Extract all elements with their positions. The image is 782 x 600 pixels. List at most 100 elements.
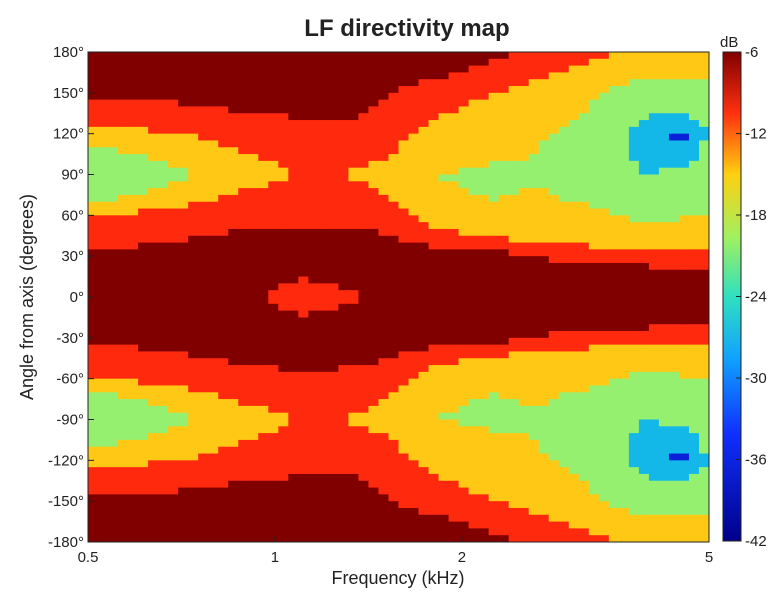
heatmap-cell-3767 [558,460,570,468]
heatmap-cell-1181 [118,181,129,189]
heatmap-cell-1539 [598,215,610,223]
heatmap-cell-30 [388,52,400,60]
heatmap-cell-1443 [258,208,269,216]
heatmap-cell-2094 [568,276,580,284]
heatmap-cell-2028 [528,269,540,278]
heatmap-cell-3681 [318,453,329,461]
heatmap-cell-160 [448,65,460,74]
heatmap-cell-3710 [608,453,620,461]
heatmap-cell-2197 [358,290,370,298]
heatmap-cell-3209 [558,399,570,407]
heatmap-cell-350 [488,86,500,94]
heatmap-cell-659 [478,120,490,128]
heatmap-cell-2982 [148,378,159,387]
heatmap-cell-2926 [208,371,219,380]
heatmap-cell-1914 [628,256,640,264]
heatmap-cell-808 [108,140,119,148]
heatmap-cell-3972 [128,487,139,495]
heatmap-cell-909 [498,147,510,155]
heatmap-cell-1171 [638,174,650,182]
heatmap-cell-1591 [498,222,510,230]
heatmap-cell-2404 [568,310,580,319]
heatmap-cell-976 [548,154,560,162]
heatmap-cell-3360 [208,419,219,427]
heatmap-cell-2261 [378,297,390,305]
heatmap-cell-3843 [698,467,709,475]
heatmap-cell-2894 [508,365,520,373]
heatmap-cell-3955 [578,480,590,489]
heatmap-cell-1114 [688,167,700,176]
heatmap-cell-3525 [618,433,630,441]
heatmap-cell-2949 [438,371,450,380]
heatmap-cell-2997 [298,378,309,387]
heatmap-cell-4288 [188,521,199,529]
heatmap-cell-2285 [618,297,630,305]
heatmap-cell-4162 [168,507,179,516]
heatmap-cell-4455 [618,535,630,542]
heatmap-cell-2136 [368,283,380,291]
heatmap-cell-1705 [398,235,410,244]
heatmap-cell-4143 [598,501,610,509]
heatmap-cell-1904 [528,256,540,264]
heatmap-cell-2670 [128,344,139,353]
heatmap-cell-4085 [638,494,650,502]
heatmap-cell-1146 [388,174,400,182]
heatmap-cell-1922 [88,262,99,271]
heatmap-cell-885 [258,147,269,155]
heatmap-cell-701 [278,126,289,135]
heatmap-cell-2176 [148,290,159,298]
heatmap-cell-2998 [308,378,319,387]
heatmap-cell-8 [168,52,179,60]
heatmap-cell-325 [238,86,249,94]
heatmap-cell-4274 [668,514,680,523]
heatmap-cell-1777 [498,242,510,250]
heatmap-cell-731 [578,126,590,135]
heatmap-cell-2742 [228,351,239,359]
heatmap-cell-4236 [288,514,299,523]
heatmap-cell-4206 [608,507,620,516]
heatmap-cell-437 [118,99,129,108]
heatmap-cell-3052 [228,385,239,393]
heatmap-cell-1535 [558,215,570,223]
heatmap-cell-4224 [168,514,179,523]
heatmap-cell-3423 [218,426,229,434]
heatmap-cell-3124 [328,392,340,400]
heatmap-cell-2407 [598,310,610,319]
heatmap-cell-1288 [568,188,580,196]
heatmap-cell-1448 [308,208,319,216]
heatmap-cell-123 [698,58,709,67]
heatmap-cell-3264 [488,405,500,414]
heatmap-cell-2067 [298,276,309,284]
heatmap-cell-3890 [548,473,560,482]
heatmap-cell-2727 [698,344,709,353]
heatmap-cell-3829 [558,467,570,475]
heatmap-cell-2966 [608,371,620,380]
heatmap-cell-1566 [248,222,259,230]
heatmap-cell-4265 [578,514,590,523]
heatmap-cell-1924 [108,262,119,271]
heatmap-cell-578 [288,113,299,121]
heatmap-cell-2736 [168,351,179,359]
heatmap-cell-196 [188,72,199,80]
heatmap-cell-362 [608,86,620,94]
heatmap-cell-925 [658,147,670,155]
heatmap-cell-301 [618,79,630,87]
heatmap-cells [88,52,709,542]
heatmap-cell-3362 [228,419,239,427]
heatmap-cell-1700 [348,235,360,244]
heatmap-cell-2640 [448,337,460,346]
heatmap-cell-3612 [248,446,259,455]
heatmap-cell-4397 [658,528,670,536]
heatmap-cell-2914 [88,371,99,380]
heatmap-cell-1830 [408,249,420,257]
heatmap-cell-2367 [198,310,209,319]
heatmap-cell-3342 [648,412,660,421]
heatmap-cell-1487 [698,208,709,216]
heatmap-cell-3215 [618,399,630,407]
heatmap-cell-1003 [198,160,209,169]
heatmap-cell-4170 [248,507,259,516]
heatmap-cell-3313 [358,412,370,421]
heatmap-cell-3135 [438,392,450,400]
heatmap-cell-1340 [468,194,480,203]
heatmap-cell-2887 [438,365,450,373]
